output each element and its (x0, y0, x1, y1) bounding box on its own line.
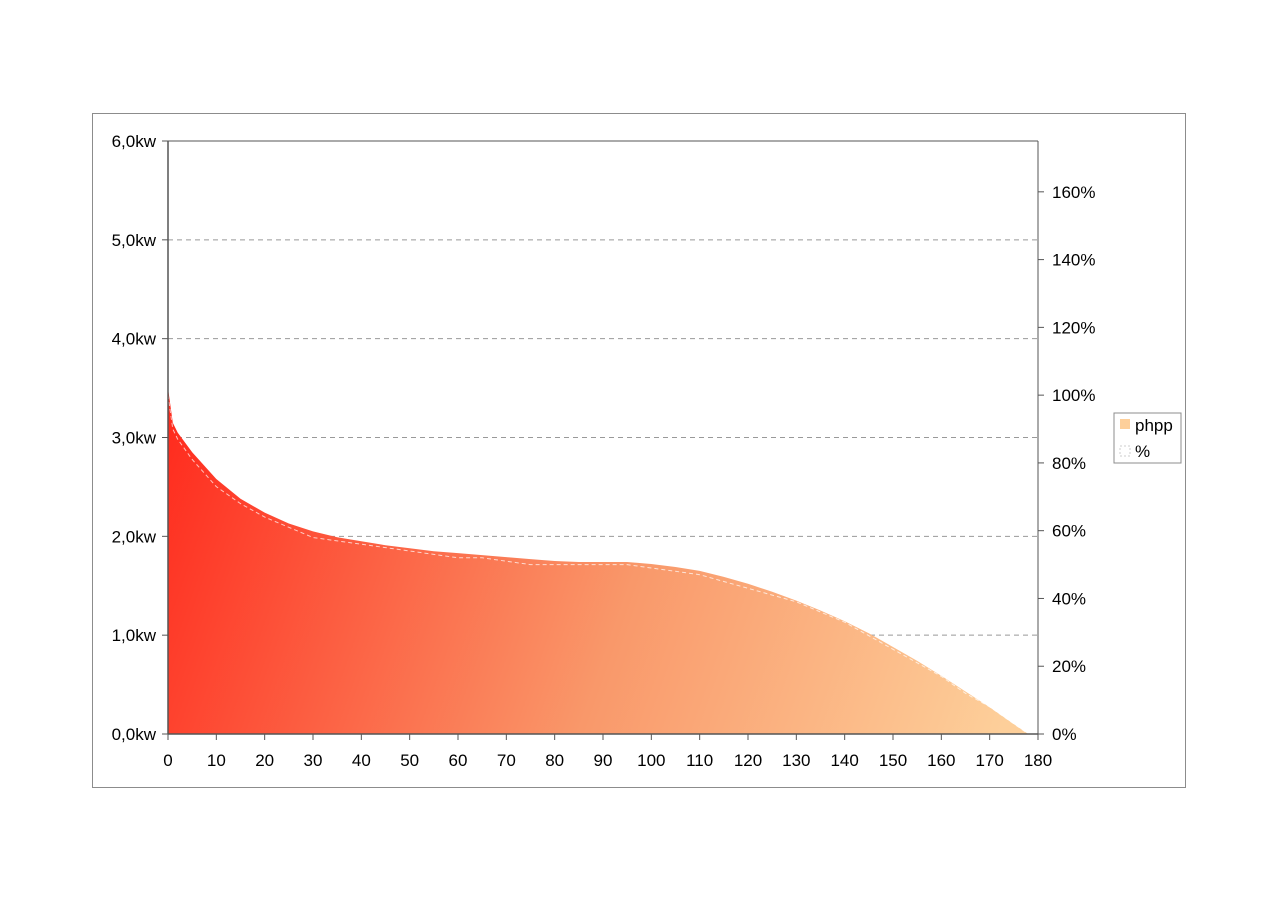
legend: phpp% (1113, 412, 1182, 464)
x-tick-label: 180 (1024, 751, 1052, 770)
x-tick-label: 80 (545, 751, 564, 770)
x-tick-label: 10 (207, 751, 226, 770)
legend-swatch-phpp (1120, 419, 1130, 429)
x-tick-label: 40 (352, 751, 371, 770)
x-tick-label: 140 (830, 751, 858, 770)
y2-tick-label: 20% (1052, 657, 1086, 676)
y2-tick-label: 40% (1052, 589, 1086, 608)
y2-tick-label: 100% (1052, 386, 1095, 405)
y-tick-label: 2,0kw (112, 527, 157, 546)
x-axis-ticks: 0 10 20 30 40 50 60 70 80 90 100 110 120 130 140 150 160… (163, 734, 1052, 770)
x-tick-label: 160 (927, 751, 955, 770)
x-tick-label: 130 (782, 751, 810, 770)
x-tick-label: 50 (400, 751, 419, 770)
y2-tick-label: 0% (1052, 725, 1077, 744)
x-tick-label: 150 (879, 751, 907, 770)
x-tick-label: 70 (497, 751, 516, 770)
legend-label-phpp: phpp (1135, 416, 1173, 435)
x-tick-label: 170 (975, 751, 1003, 770)
x-tick-label: 60 (449, 751, 468, 770)
y2-tick-label: 160% (1052, 183, 1095, 202)
y-tick-label: 0,0kw (112, 725, 157, 744)
y-tick-label: 3,0kw (112, 429, 157, 448)
y-axis-ticks: 0,0kw 1,0kw 2,0kw 3,0kw 4,0kw 5,0kw 6,0kw (112, 132, 168, 744)
x-tick-label: 100 (637, 751, 665, 770)
y2-tick-label: 80% (1052, 454, 1086, 473)
x-tick-label: 20 (255, 751, 274, 770)
x-tick-label: 90 (594, 751, 613, 770)
x-tick-label: 30 (304, 751, 323, 770)
y-tick-label: 4,0kw (112, 330, 157, 349)
y-tick-label: 6,0kw (112, 132, 157, 151)
y2-tick-label: 140% (1052, 251, 1095, 270)
series-area-phpp (168, 388, 1029, 734)
y2-axis-ticks: 0% 20% 40% 60% 80% 100% 120% 140% 160% (1038, 183, 1095, 744)
legend-swatch-percent (1119, 445, 1131, 457)
plot-area (167, 388, 1029, 735)
x-tick-label: 120 (734, 751, 762, 770)
legend-label-percent: % (1135, 442, 1150, 461)
y-tick-label: 1,0kw (112, 626, 157, 645)
y2-tick-label: 120% (1052, 318, 1095, 337)
x-tick-label: 110 (686, 751, 713, 770)
y2-tick-label: 60% (1052, 522, 1086, 541)
x-tick-label: 0 (163, 751, 172, 770)
y-tick-label: 5,0kw (112, 231, 157, 250)
series-line-percent (167, 395, 1029, 735)
